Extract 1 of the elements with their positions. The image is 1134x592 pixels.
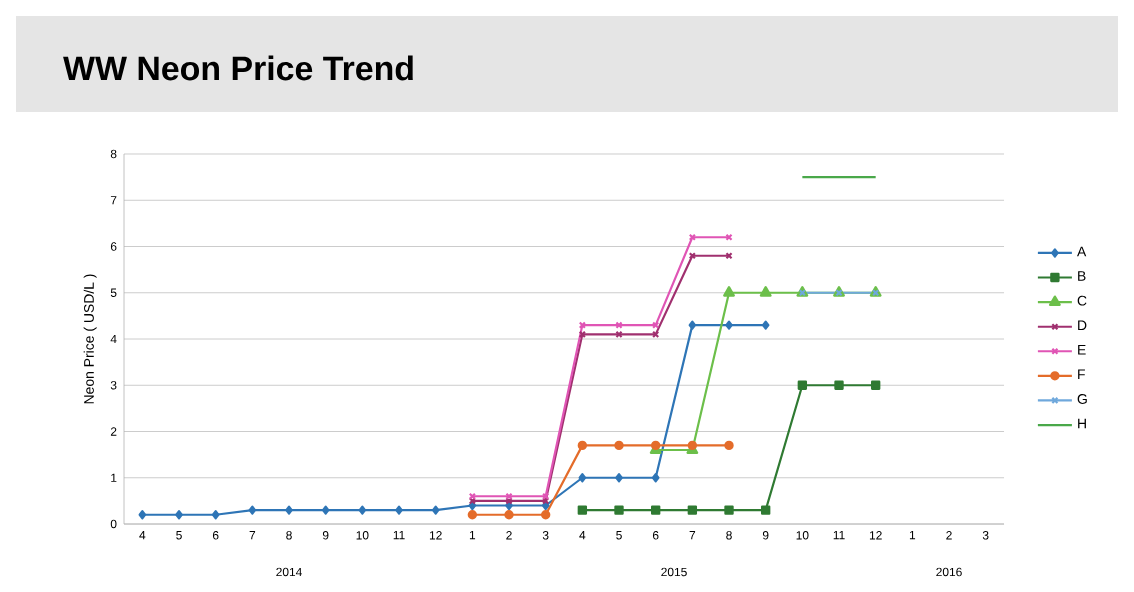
chart-title: WW Neon Price Trend [63, 55, 413, 81]
